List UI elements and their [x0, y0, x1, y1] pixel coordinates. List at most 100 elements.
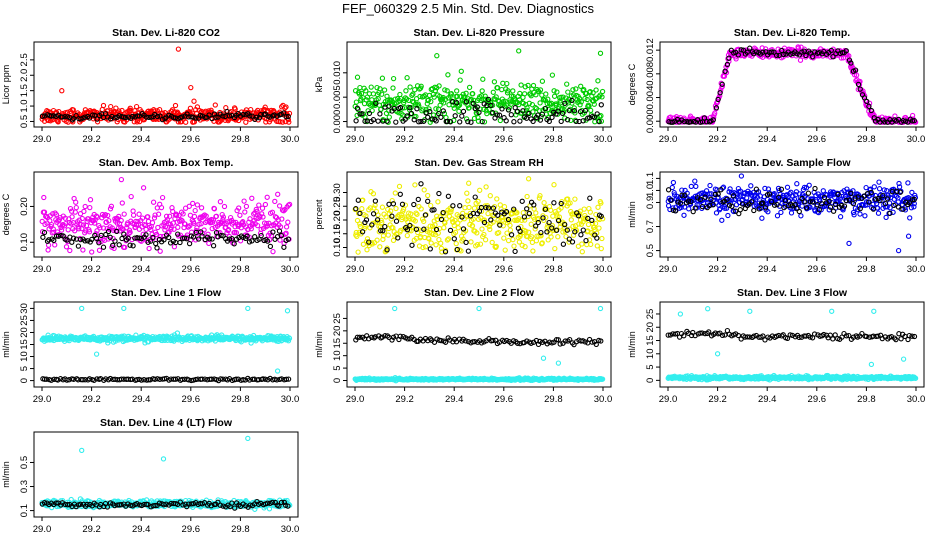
- data-point-secondary: [564, 117, 571, 123]
- y-tick-label: 0.25: [332, 197, 343, 216]
- data-point: [588, 241, 594, 248]
- data-point-secondary: [442, 249, 449, 255]
- data-point-secondary: [737, 207, 743, 213]
- data-point: [517, 90, 523, 97]
- data-point: [519, 217, 525, 223]
- data-point-secondary: [399, 201, 406, 207]
- y-tick-label: 0.7: [645, 220, 656, 233]
- data-point: [175, 224, 181, 230]
- data-point: [578, 99, 584, 105]
- data-point: [211, 206, 218, 212]
- data-point-secondary: [353, 118, 359, 124]
- data-point: [69, 214, 75, 220]
- data-point-secondary: [103, 231, 109, 238]
- x-tick-label: 29.0: [33, 394, 52, 405]
- scatter-points: [665, 173, 919, 254]
- data-point: [389, 197, 395, 204]
- data-point-secondary: [77, 236, 84, 243]
- data-point: [190, 200, 196, 207]
- data-point: [482, 237, 489, 243]
- data-point-secondary: [384, 118, 390, 124]
- data-point: [198, 221, 204, 227]
- data-point: [242, 209, 248, 215]
- data-point-secondary: [380, 228, 386, 234]
- data-point-secondary: [587, 195, 593, 201]
- data-point: [48, 221, 55, 228]
- data-point: [86, 229, 93, 235]
- data-point-secondary: [355, 197, 361, 203]
- data-point-secondary: [213, 114, 219, 120]
- data-point: [197, 214, 203, 220]
- data-point-secondary: [264, 238, 271, 244]
- data-point: [183, 119, 189, 125]
- data-point-secondary: [538, 229, 544, 236]
- y-tick-label: 1.0: [19, 99, 30, 112]
- x-tick-label: 29.4: [132, 134, 151, 145]
- data-point: [51, 229, 57, 235]
- data-point: [762, 46, 769, 52]
- data-point: [434, 213, 440, 219]
- data-point-secondary: [93, 235, 100, 242]
- data-point: [390, 237, 397, 244]
- data-point: [432, 222, 438, 228]
- data-point: [241, 198, 247, 204]
- data-point-secondary: [573, 118, 579, 125]
- data-point: [592, 220, 599, 227]
- x-tick-label: 29.8: [231, 394, 250, 405]
- data-point-secondary: [512, 105, 518, 111]
- data-point-secondary: [539, 111, 545, 117]
- data-point: [570, 87, 576, 93]
- data-point: [571, 105, 577, 111]
- data-point: [269, 209, 276, 215]
- outlier-point: [434, 53, 440, 59]
- data-point-secondary: [110, 242, 116, 249]
- chart-title: Stan. Dev. Li-820 Pressure: [413, 27, 544, 39]
- x-tick-label: 29.0: [33, 264, 52, 275]
- y-axis-label: Licor ppm: [1, 65, 11, 105]
- data-point-secondary: [359, 111, 365, 117]
- data-point-secondary: [134, 113, 141, 119]
- data-point: [379, 219, 385, 226]
- data-point-secondary: [375, 118, 381, 124]
- x-tick-label: 30.0: [281, 394, 300, 405]
- data-point: [802, 193, 808, 199]
- scatter-points: [665, 44, 919, 125]
- y-axis-label: ml/min: [1, 331, 11, 358]
- data-point: [524, 105, 530, 111]
- data-point: [530, 248, 536, 254]
- data-point-secondary: [188, 114, 194, 120]
- data-point: [262, 201, 269, 208]
- data-point: [890, 209, 896, 215]
- data-point: [286, 110, 293, 117]
- data-point-secondary: [390, 201, 397, 207]
- data-point: [121, 211, 127, 217]
- data-point-secondary: [409, 242, 415, 248]
- data-point-secondary: [186, 240, 193, 247]
- data-point: [487, 193, 493, 199]
- data-point-secondary: [431, 207, 437, 213]
- data-point-secondary: [751, 207, 757, 214]
- data-point: [457, 77, 463, 83]
- data-point-secondary: [369, 222, 375, 228]
- y-tick-label: 15: [645, 335, 656, 346]
- data-point: [41, 194, 47, 201]
- data-point: [212, 102, 218, 108]
- data-point: [715, 194, 721, 200]
- data-point-secondary: [717, 90, 723, 96]
- data-point: [723, 69, 730, 76]
- data-point: [670, 179, 677, 186]
- data-point-secondary: [511, 119, 517, 125]
- data-point-secondary: [454, 100, 460, 106]
- outlier-point: [905, 233, 912, 239]
- y-tick-label: 2.0: [19, 69, 30, 82]
- data-point-secondary: [436, 110, 442, 117]
- data-point: [205, 231, 211, 237]
- data-point-secondary: [407, 105, 413, 111]
- outlier-point: [93, 351, 100, 357]
- data-point: [483, 108, 489, 114]
- outlier-point: [555, 360, 562, 366]
- data-point-secondary: [753, 49, 759, 55]
- data-point: [403, 88, 409, 94]
